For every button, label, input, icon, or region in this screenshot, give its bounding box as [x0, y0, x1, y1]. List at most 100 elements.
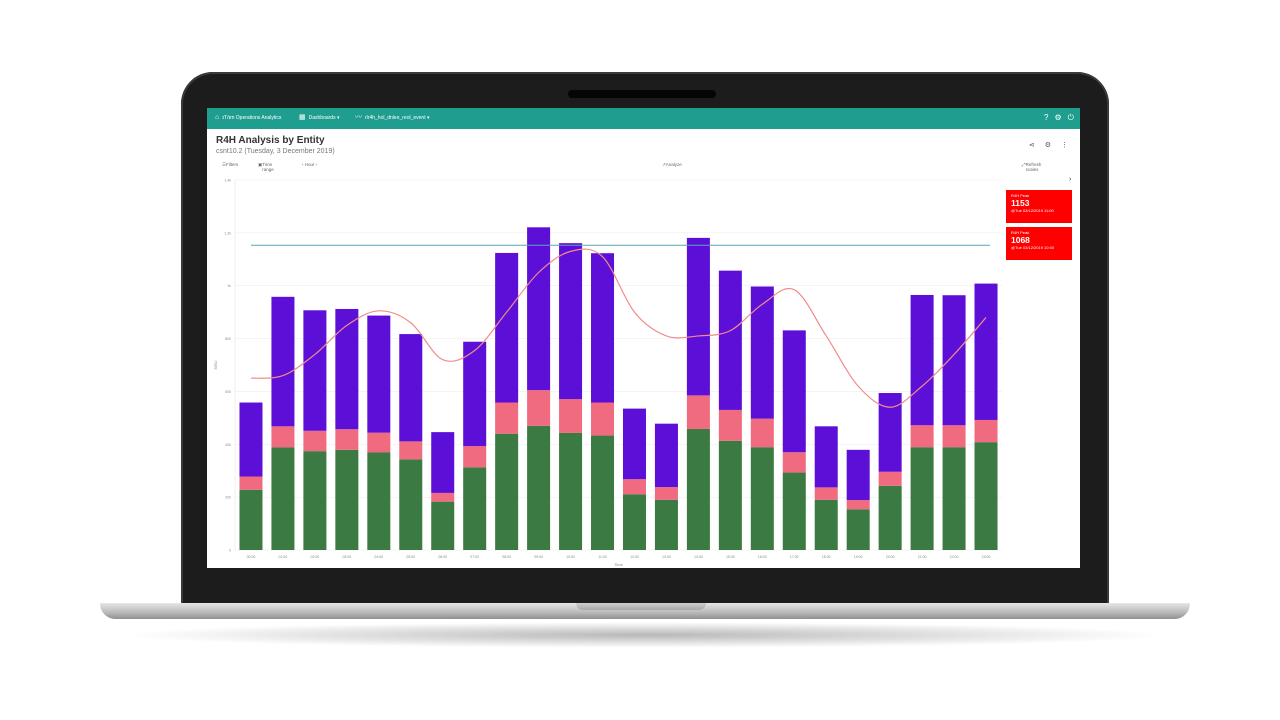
- bar-segment: [974, 283, 998, 420]
- power-icon[interactable]: ⏻: [1067, 113, 1074, 122]
- period-selector[interactable]: ‹ Hour ›: [302, 162, 318, 167]
- bar-segment: [750, 447, 774, 550]
- bar-segment: [878, 393, 902, 472]
- bar-segment: [942, 425, 966, 448]
- bar-segment: [878, 485, 902, 550]
- bar-segment: [303, 451, 327, 550]
- bar-segment: [239, 402, 263, 477]
- camera-notch: [568, 90, 716, 98]
- bar-segment: [271, 447, 295, 550]
- bar-segment: [942, 295, 966, 426]
- bar-segment: [527, 227, 551, 391]
- bar-segment: [335, 449, 359, 550]
- bar-segment: [527, 390, 551, 426]
- bar-segment: [367, 452, 391, 550]
- laptop-screen: ⌂ ɪT/ɪm Operations Analytics ▦ Dashboard…: [207, 108, 1080, 568]
- bar-segment: [591, 253, 615, 403]
- x-tick-label: 19:00: [854, 555, 863, 559]
- bar-segment: [367, 432, 391, 453]
- app-name: ɪT/ɪm Operations Analytics: [222, 114, 282, 121]
- bar-segment: [686, 395, 710, 429]
- peak-tile-label: R4H Peak: [1011, 230, 1030, 235]
- peak-tile-value: 1153: [1011, 198, 1030, 208]
- peak-tile-1[interactable]: R4H Peak 1153 @Tue 03/12/2019 11:00: [1006, 190, 1072, 223]
- more-icon[interactable]: ⋮: [1061, 142, 1068, 149]
- bar-segment: [559, 243, 583, 400]
- bar-segment: [910, 425, 934, 448]
- y-tick-label: 1.4k: [224, 179, 231, 183]
- bar-segment: [399, 459, 423, 550]
- bar-segment: [750, 418, 774, 448]
- time-range-button[interactable]: ▣ Time range: [258, 162, 274, 172]
- refresh-scales-label: Refresh scales: [1025, 162, 1042, 172]
- x-tick-label: 07:00: [470, 555, 479, 559]
- bar-segment: [239, 489, 263, 550]
- settings-icon[interactable]: ⚙: [1044, 142, 1051, 149]
- bar-segment: [495, 433, 519, 550]
- x-tick-label: 01:00: [279, 555, 288, 559]
- bar-segment: [878, 471, 902, 486]
- bar-segment: [622, 494, 646, 550]
- bar-segment: [622, 408, 646, 480]
- bar-segment: [399, 334, 423, 442]
- bar-segment: [495, 252, 519, 403]
- y-tick-label: 0: [229, 549, 231, 553]
- metric-label: rlr4h_hol_dnlee_reol_event ▾: [365, 114, 430, 121]
- x-tick-label: 13:00: [662, 555, 671, 559]
- x-tick-label: 09:00: [534, 555, 543, 559]
- y-axis-label: MSU: [213, 360, 218, 369]
- bar-segment: [974, 442, 998, 550]
- bar-segment: [782, 330, 806, 453]
- y-tick-label: 1.2k: [224, 231, 231, 235]
- peak-tile-label: R4H Peak: [1011, 193, 1030, 198]
- trend-icon: 〰: [355, 114, 362, 121]
- peak-tile-2[interactable]: R4H Peak 1068 @Tue 03/12/2019 10:00: [1006, 227, 1072, 260]
- chart-area: 0 200 400 600 800 1k 1.2k 1.4k MSU 00:00 01:00 02:0…: [207, 176, 1080, 568]
- dashboards-menu[interactable]: ▦ Dashboards ▾: [299, 114, 339, 121]
- bar-segment: [431, 432, 455, 493]
- bar-segment: [974, 419, 998, 443]
- bar-segment: [814, 426, 838, 488]
- x-tick-label: 16:00: [758, 555, 767, 559]
- bar-segment: [271, 296, 295, 427]
- home-link[interactable]: ⌂ ɪT/ɪm Operations Analytics: [215, 114, 281, 121]
- x-tick-label: 00:00: [247, 555, 256, 559]
- bar-segment: [271, 426, 295, 448]
- y-tick-label: 200: [225, 496, 231, 500]
- peak-tile-timestamp: @Tue 03/12/2019 10:00: [1011, 245, 1055, 250]
- share-icon[interactable]: ⋖: [1028, 142, 1035, 149]
- help-icon[interactable]: ?: [1044, 113, 1049, 122]
- y-tick-label: 400: [225, 443, 231, 447]
- filters-button[interactable]: ☰ Filters: [222, 162, 239, 167]
- x-tick-label: 11:00: [598, 555, 607, 559]
- stacked-bar-chart: 0 200 400 600 800 1k 1.2k 1.4k MSU 00:00 01:00 02:0…: [213, 179, 1002, 567]
- laptop-base: [100, 603, 1190, 619]
- bar-segment: [303, 430, 327, 452]
- analyze-button[interactable]: ↗ Analyze: [662, 162, 682, 167]
- bar-segment: [559, 432, 583, 550]
- x-tick-label: 23:00: [982, 555, 991, 559]
- x-tick-label: 08:00: [502, 555, 511, 559]
- gear-icon[interactable]: ⚙: [1054, 113, 1062, 122]
- x-tick-label: 14:00: [694, 555, 703, 559]
- peak-tile-value: 1068: [1011, 235, 1030, 245]
- x-tick-label: 05:00: [406, 555, 415, 559]
- bar-segment: [814, 487, 838, 500]
- refresh-scales-button[interactable]: ⤢ Refresh scales: [1022, 162, 1042, 172]
- bar-segment: [239, 476, 263, 490]
- bar-segment: [942, 447, 966, 550]
- bar-segment: [654, 487, 678, 500]
- y-tick-label: 1k: [227, 284, 231, 288]
- x-tick-label: 15:00: [726, 555, 735, 559]
- x-tick-label: 03:00: [342, 555, 351, 559]
- chevron-right-icon[interactable]: ›: [1069, 176, 1072, 183]
- bar-segment: [367, 315, 391, 433]
- bar-segment: [654, 499, 678, 550]
- bar-segment: [591, 402, 615, 436]
- analyze-label: Analyze: [665, 162, 682, 167]
- page-title: R4H Analysis by Entity: [216, 135, 325, 146]
- bar-segment: [782, 472, 806, 550]
- bar-segment: [718, 270, 742, 410]
- metric-menu[interactable]: 〰 rlr4h_hol_dnlee_reol_event ▾: [355, 114, 430, 121]
- bar-segment: [750, 286, 774, 419]
